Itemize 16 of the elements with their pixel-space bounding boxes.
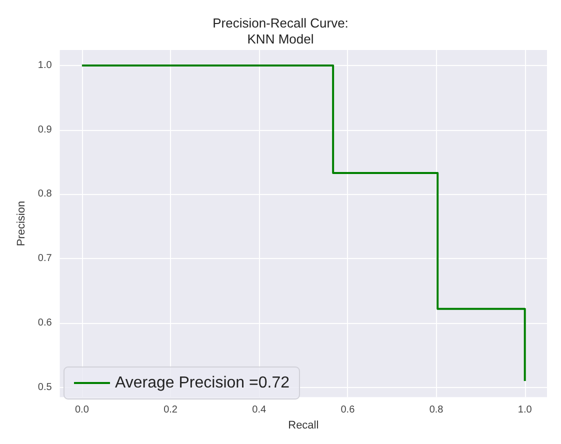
y-tick-label: 0.7 [38,253,52,264]
x-tick-label: 0.0 [74,404,90,416]
x-tick-label: 0.2 [164,404,178,416]
x-tick-label: 1.0 [518,404,532,416]
x-axis-title: Recall [288,420,319,432]
x-tick-label: 0.4 [252,404,266,416]
legend-label: Average Precision =0.72 [115,374,290,392]
y-tick-label: 0.8 [38,188,52,200]
y-tick-label: 0.9 [38,124,52,136]
y-tick-label: 1.0 [38,60,52,71]
y-tick-label: 0.5 [38,382,52,393]
y-axis-title: Precision [16,200,28,246]
chart-title: Precision-Recall Curve: KNN Model [212,16,348,46]
x-tick-label: 0.8 [429,404,444,416]
y-tick-label: 0.6 [38,318,52,329]
x-tick-label: 0.6 [340,404,356,416]
